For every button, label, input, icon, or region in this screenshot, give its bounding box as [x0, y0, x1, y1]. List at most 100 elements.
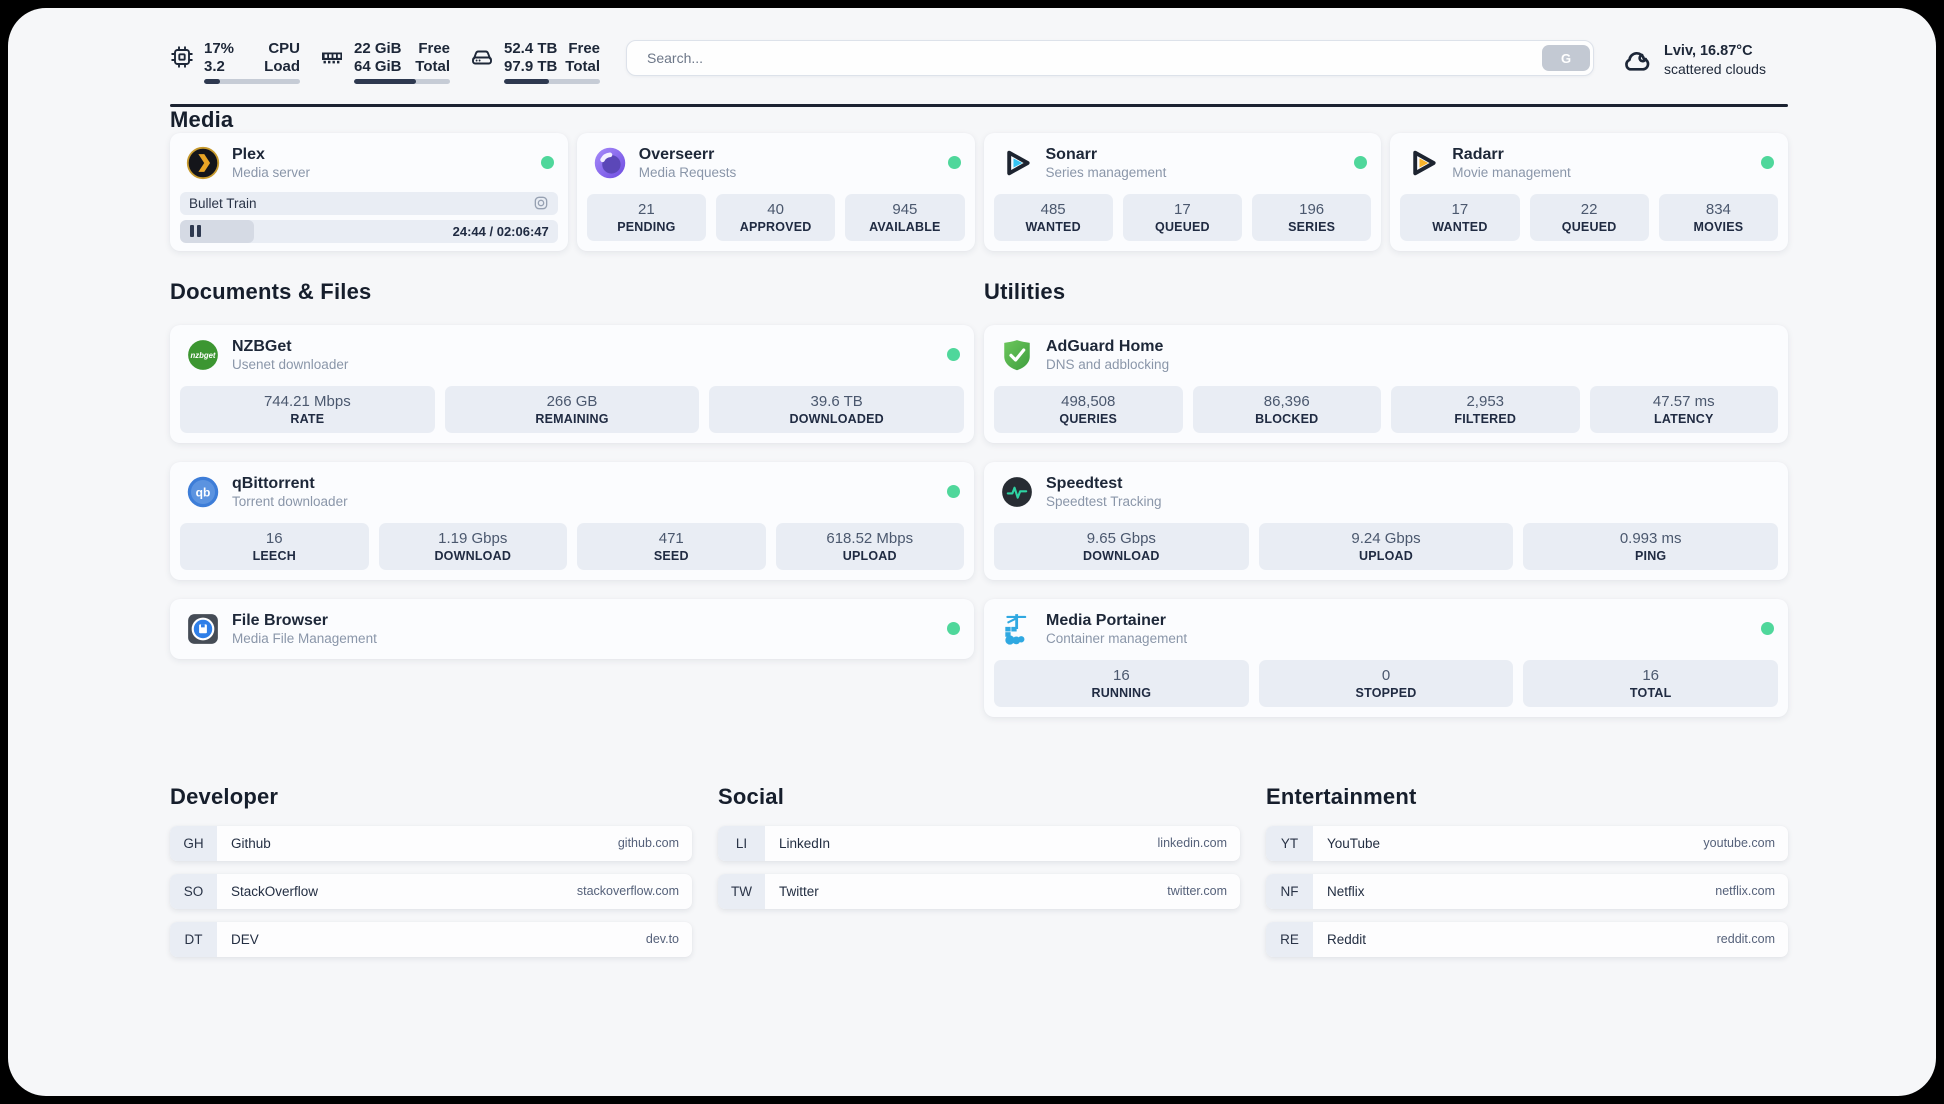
- svg-text:qb: qb: [196, 485, 211, 499]
- section-title-documents: Documents & Files: [170, 278, 372, 304]
- bookmark-netflix[interactable]: NF Netflix netflix.com: [1266, 873, 1788, 909]
- pause-icon[interactable]: [190, 225, 201, 237]
- stat-box: 9.24 Gbps UPLOAD: [1258, 522, 1514, 570]
- bookmark-linkedin[interactable]: LI LinkedIn linkedin.com: [718, 825, 1240, 861]
- cpu-percent: 17%: [204, 40, 235, 57]
- search-input[interactable]: [626, 40, 1594, 76]
- app-title: Media Portainer: [1046, 611, 1167, 629]
- app-title: qBittorrent: [232, 474, 315, 492]
- playback-progress-bar[interactable]: 24:44 / 02:06:47: [180, 219, 558, 243]
- utilities-column: Utilities AdGuard: [984, 279, 1788, 736]
- bookmark-name: StackOverflow: [231, 883, 319, 899]
- app-title: Overseerr: [638, 145, 715, 163]
- bookmark-abbr: TW: [718, 873, 765, 909]
- nzbget-icon: nzbget: [186, 338, 220, 372]
- disk-free-label: Free: [568, 40, 600, 57]
- cpu-usage-bar: [204, 79, 300, 84]
- bookmark-url: youtube.com: [1703, 836, 1775, 850]
- app-card-adguard[interactable]: AdGuard Home DNS and adblocking 498,508 Q…: [984, 324, 1788, 443]
- app-card-overseerr[interactable]: Overseerr Media Requests 21 PENDING 40 APP…: [576, 132, 975, 251]
- stat-box: 86,396 BLOCKED: [1192, 385, 1381, 433]
- stat-box: 744.21 Mbps RATE: [180, 385, 435, 433]
- stat-box: 40 APPROVED: [716, 193, 836, 241]
- status-dot-online: [1761, 622, 1774, 635]
- status-dot-online: [1761, 156, 1774, 169]
- stat-box: 485 WANTED: [993, 193, 1113, 241]
- bookmark-abbr: DT: [170, 921, 217, 957]
- cloud-icon: [1620, 44, 1652, 76]
- bookmark-url: twitter.com: [1167, 884, 1227, 898]
- stat-box: 21 PENDING: [586, 193, 706, 241]
- disk-icon: [470, 45, 494, 69]
- plex-icon: [186, 146, 220, 180]
- app-subtitle: Media File Management: [232, 630, 377, 646]
- section-title-utilities: Utilities: [984, 278, 1066, 304]
- filebrowser-icon: [186, 612, 220, 646]
- stat-box: 16 TOTAL: [1523, 659, 1779, 707]
- bookmark-name: LinkedIn: [779, 835, 831, 851]
- section-title-developer: Developer: [170, 783, 279, 809]
- bookmark-url: github.com: [617, 836, 679, 850]
- app-card-plex[interactable]: Plex Media server Bullet Train 24:44 / 0…: [170, 132, 568, 251]
- bookmark-stackoverflow[interactable]: SO StackOverflow stackoverflow.com: [170, 873, 692, 909]
- video-session-icon: [533, 195, 549, 211]
- memory-icon: [320, 45, 344, 69]
- app-card-radarr[interactable]: Radarr Movie management 17 WANTED 22 QUEUE…: [1390, 132, 1788, 251]
- weather-widget: Lviv, 16.87°C scattered clouds: [1620, 38, 1788, 78]
- stat-box: 618.52 Mbps UPLOAD: [775, 522, 964, 570]
- bookmark-url: linkedin.com: [1157, 836, 1227, 850]
- app-title: File Browser: [232, 611, 329, 629]
- dashboard-page: 17% CPU 3.2 Load: [8, 8, 1936, 1096]
- bookmark-abbr: LI: [718, 825, 765, 861]
- adguard-icon: [1000, 338, 1034, 372]
- bookmark-twitter[interactable]: TW Twitter twitter.com: [718, 873, 1240, 909]
- app-title: NZBGet: [232, 337, 292, 355]
- memory-total-label: Total: [415, 57, 450, 75]
- memory-resource-widget: 22 GiB Free 64 GiB Total: [320, 38, 450, 84]
- bookmark-name: YouTube: [1327, 835, 1381, 851]
- app-subtitle: Movie management: [1452, 164, 1571, 180]
- status-dot-online: [947, 156, 961, 169]
- overseerr-icon: [593, 146, 627, 180]
- section-title-media: Media: [170, 106, 234, 132]
- bookmark-group-developer: Developer GH Github github.com SO StackO…: [170, 784, 692, 970]
- cpu-load-value: 3.2: [204, 57, 225, 75]
- bookmark-reddit[interactable]: RE Reddit reddit.com: [1266, 921, 1788, 957]
- search-bar[interactable]: G: [626, 40, 1594, 76]
- cpu-resource-widget: 17% CPU 3.2 Load: [170, 38, 300, 84]
- status-dot-online: [947, 348, 960, 361]
- bookmark-dev[interactable]: DT DEV dev.to: [170, 921, 692, 957]
- bookmark-github[interactable]: GH Github github.com: [170, 825, 692, 861]
- search-engine-button[interactable]: G: [1542, 45, 1590, 71]
- memory-usage-bar: [354, 79, 450, 84]
- stat-box: 2,953 FILTERED: [1391, 385, 1580, 433]
- app-card-portainer[interactable]: Media Portainer Container management 16 R…: [984, 598, 1788, 717]
- app-card-speedtest[interactable]: Speedtest Speedtest Tracking 9.65 Gbps DO…: [984, 461, 1788, 580]
- bookmark-url: stackoverflow.com: [576, 884, 679, 898]
- bookmark-youtube[interactable]: YT YouTube youtube.com: [1266, 825, 1788, 861]
- stat-box: 16 LEECH: [180, 522, 369, 570]
- stat-box: 498,508 QUERIES: [994, 385, 1183, 433]
- app-title: Sonarr: [1045, 145, 1098, 163]
- disk-free-value: 52.4 TB: [504, 40, 558, 57]
- disk-total-label: Total: [565, 57, 600, 75]
- system-resources: 17% CPU 3.2 Load: [170, 38, 600, 84]
- disk-usage-bar: [504, 79, 600, 84]
- stat-box: 22 QUEUED: [1529, 193, 1649, 241]
- bookmark-url: reddit.com: [1716, 932, 1775, 946]
- stat-box: 16 RUNNING: [994, 659, 1249, 707]
- bookmark-name: Reddit: [1327, 931, 1367, 947]
- cpu-label: CPU: [268, 40, 300, 57]
- app-card-filebrowser[interactable]: File Browser Media File Management: [170, 598, 974, 659]
- status-dot-online: [947, 622, 960, 635]
- app-card-nzbget[interactable]: nzbget NZBGet Usenet downloader 744.21 M…: [170, 324, 974, 443]
- stat-box: 47.57 ms LATENCY: [1589, 385, 1778, 433]
- qbittorrent-icon: qb: [186, 475, 220, 509]
- bookmark-abbr: YT: [1266, 825, 1313, 861]
- speedtest-icon: [1000, 475, 1034, 509]
- app-card-qbittorrent[interactable]: qb qBittorrent Torrent downloader 16 LEEC…: [170, 461, 974, 580]
- app-subtitle: DNS and adblocking: [1046, 356, 1170, 372]
- weather-condition: scattered clouds: [1664, 61, 1766, 77]
- app-card-sonarr[interactable]: Sonarr Series management 485 WANTED 17 QUE…: [983, 132, 1382, 251]
- app-subtitle: Usenet downloader: [232, 356, 349, 372]
